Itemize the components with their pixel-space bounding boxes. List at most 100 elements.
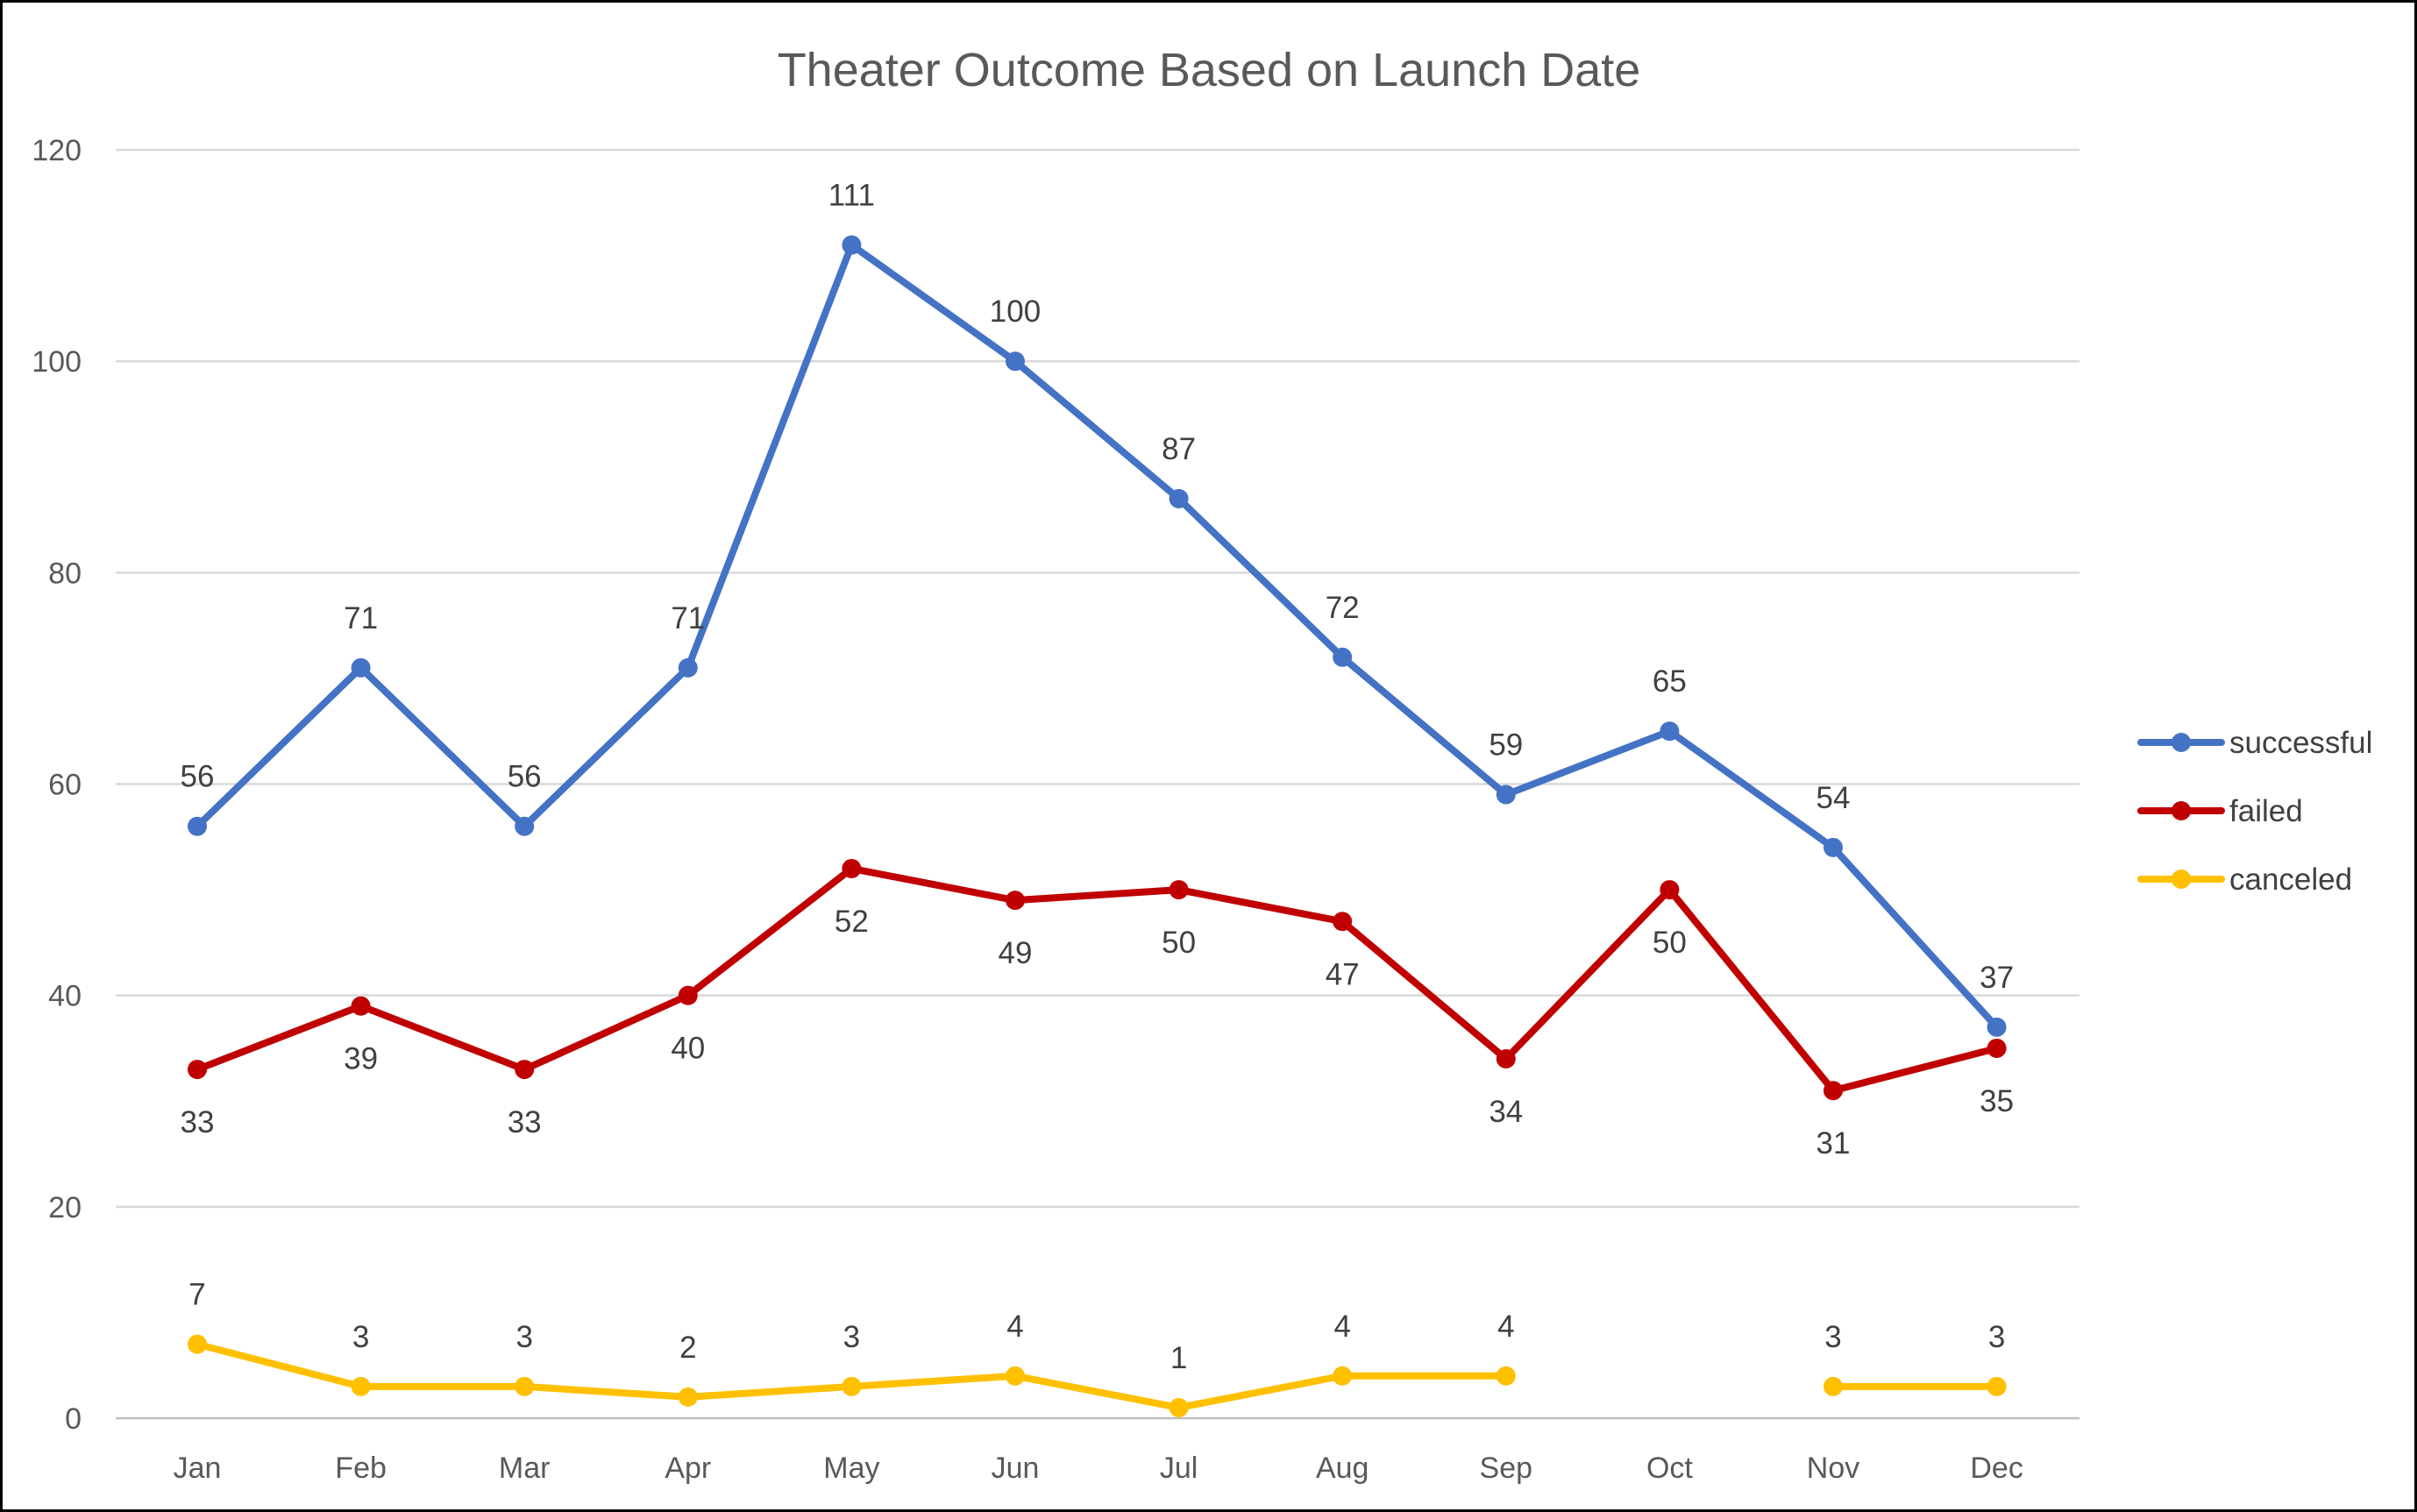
data-point-successful xyxy=(1823,837,1843,857)
data-point-canceled xyxy=(1823,1376,1843,1396)
data-label-canceled: 4 xyxy=(1006,1310,1023,1344)
x-axis-tick-labels: Jan Feb Mar Apr May Jun Jul Aug Sep Oct Nov Dec xyxy=(174,1452,2023,1485)
data-point-canceled xyxy=(842,1376,862,1396)
legend-label-canceled: canceled xyxy=(2229,862,2352,897)
data-point-failed xyxy=(188,1060,207,1080)
line-chart: Theater Outcome Based on Launch Date 020… xyxy=(32,44,2372,1485)
legend: successful failed canceled xyxy=(2137,726,2372,897)
y-tick-label: 80 xyxy=(48,557,82,590)
data-point-successful xyxy=(1333,647,1353,667)
x-tick-label: Sep xyxy=(1480,1452,1533,1485)
gridlines xyxy=(116,148,2079,1420)
data-point-failed xyxy=(351,996,371,1016)
data-point-canceled xyxy=(1169,1397,1189,1417)
data-label-canceled: 3 xyxy=(1824,1320,1841,1354)
data-point-successful xyxy=(842,235,862,255)
data-label-successful: 71 xyxy=(671,601,705,635)
data-label-failed: 47 xyxy=(1326,957,1360,991)
y-tick-label: 20 xyxy=(48,1191,82,1225)
series-successful xyxy=(188,235,2007,1037)
data-label-failed: 50 xyxy=(1653,926,1687,960)
data-label-canceled: 2 xyxy=(679,1331,696,1365)
data-label-failed: 33 xyxy=(181,1105,215,1139)
data-point-successful xyxy=(515,816,535,836)
data-point-successful xyxy=(678,657,698,678)
data-label-canceled: 7 xyxy=(188,1278,205,1312)
x-tick-label: Dec xyxy=(1970,1452,2022,1485)
data-label-successful: 111 xyxy=(828,179,875,213)
data-point-failed xyxy=(1169,880,1189,900)
series-line-successful xyxy=(194,241,2001,1031)
data-point-failed xyxy=(1987,1038,2007,1058)
data-point-canceled xyxy=(1333,1366,1353,1386)
data-point-successful xyxy=(351,657,371,678)
data-label-successful: 87 xyxy=(1162,432,1196,466)
data-label-canceled: 3 xyxy=(843,1320,860,1354)
legend-marker-canceled xyxy=(2172,870,2191,889)
data-label-failed: 49 xyxy=(999,936,1033,970)
data-label-failed: 50 xyxy=(1162,926,1196,960)
legend-label-successful: successful xyxy=(2229,726,2372,760)
data-label-successful: 65 xyxy=(1653,664,1687,699)
data-point-failed xyxy=(678,985,698,1005)
data-label-successful: 54 xyxy=(1816,781,1851,815)
x-tick-label: Jun xyxy=(992,1452,1040,1485)
data-label-successful: 56 xyxy=(181,760,215,794)
data-point-failed xyxy=(1496,1049,1516,1069)
x-tick-label: May xyxy=(823,1452,879,1485)
x-tick-label: Nov xyxy=(1807,1452,1859,1485)
series-failed xyxy=(188,858,2007,1101)
data-point-successful xyxy=(1006,351,1025,372)
data-label-canceled: 3 xyxy=(352,1320,369,1354)
legend-item-failed: failed xyxy=(2137,794,2303,828)
x-tick-label: Jan xyxy=(174,1452,222,1485)
data-label-successful: 56 xyxy=(508,760,542,794)
data-label-successful: 59 xyxy=(1489,728,1523,763)
data-point-successful xyxy=(188,816,207,836)
data-point-canceled xyxy=(351,1376,371,1396)
data-label-failed: 40 xyxy=(671,1032,705,1066)
data-point-failed xyxy=(842,858,862,878)
legend-marker-successful xyxy=(2172,733,2191,752)
series-canceled xyxy=(188,1334,2007,1417)
y-tick-label: 40 xyxy=(48,980,82,1013)
data-point-canceled xyxy=(1987,1376,2007,1396)
data-point-failed xyxy=(1333,912,1353,932)
x-tick-label: Apr xyxy=(665,1452,711,1485)
data-label-canceled: 1 xyxy=(1170,1341,1187,1375)
data-label-failed: 52 xyxy=(835,905,869,939)
data-point-successful xyxy=(1169,488,1189,508)
data-point-canceled xyxy=(678,1387,698,1407)
data-point-canceled xyxy=(1496,1366,1516,1386)
data-label-canceled: 3 xyxy=(515,1320,532,1354)
data-label-successful: 37 xyxy=(1980,961,2014,995)
legend-item-successful: successful xyxy=(2137,726,2372,760)
x-tick-label: Jul xyxy=(1160,1452,1198,1485)
legend-marker-failed xyxy=(2172,801,2191,820)
data-point-successful xyxy=(1496,784,1516,805)
series-line-failed xyxy=(194,864,2001,1095)
legend-item-canceled: canceled xyxy=(2137,862,2352,897)
data-label-canceled: 4 xyxy=(1497,1310,1514,1344)
y-tick-label: 120 xyxy=(32,134,82,167)
data-point-successful xyxy=(1660,721,1680,742)
y-tick-label: 100 xyxy=(32,345,82,379)
series-lines xyxy=(188,235,2007,1417)
data-label-failed: 35 xyxy=(1980,1084,2014,1118)
x-tick-label: Mar xyxy=(499,1452,551,1485)
data-label-successful: 100 xyxy=(990,295,1041,329)
x-tick-label: Oct xyxy=(1646,1452,1693,1485)
data-label-canceled: 3 xyxy=(1988,1320,2005,1354)
data-point-failed xyxy=(1823,1081,1843,1101)
y-axis-tick-labels: 0 20 40 60 80 100 120 xyxy=(32,134,82,1436)
data-label-failed: 31 xyxy=(1816,1126,1851,1161)
y-tick-label: 60 xyxy=(48,769,82,802)
data-label-canceled: 4 xyxy=(1333,1310,1350,1344)
chart-title: Theater Outcome Based on Launch Date xyxy=(778,44,1641,96)
x-tick-label: Aug xyxy=(1316,1452,1369,1485)
data-label-successful: 71 xyxy=(344,601,378,635)
data-label-successful: 72 xyxy=(1326,591,1360,625)
data-point-failed xyxy=(1006,891,1025,911)
